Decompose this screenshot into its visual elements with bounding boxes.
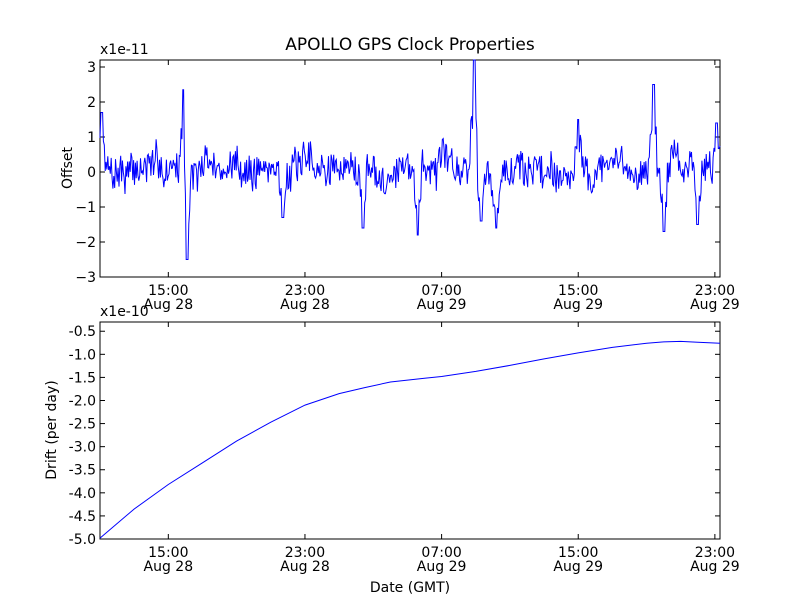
x-tick-label-date: Aug 29 bbox=[690, 297, 740, 313]
x-tick-label-time: 15:00 bbox=[148, 545, 188, 561]
x-tick-label-time: 23:00 bbox=[285, 283, 325, 299]
y-tick-label: −3 bbox=[75, 270, 96, 286]
y-tick-label: 2 bbox=[87, 95, 96, 111]
y-tick-label: -1.0 bbox=[69, 347, 96, 363]
x-tick-label-time: 15:00 bbox=[148, 283, 188, 299]
x-tick-label-time: 23:00 bbox=[285, 545, 325, 561]
y-tick-label: 3 bbox=[87, 60, 96, 76]
offset-y-axis-label: Offset bbox=[60, 146, 76, 189]
y-tick-label: -2.5 bbox=[69, 417, 96, 433]
y-tick-label: 1 bbox=[87, 130, 96, 146]
drift-y-axis-label: Drift (per day) bbox=[44, 380, 60, 479]
x-tick-label-time: 15:00 bbox=[558, 283, 598, 299]
y-tick-label: -4.0 bbox=[69, 486, 96, 502]
y-tick-label: 0 bbox=[87, 165, 96, 181]
y-tick-label: -3.0 bbox=[69, 440, 96, 456]
offset-series-line bbox=[99, 59, 721, 260]
x-tick-label-date: Aug 29 bbox=[553, 297, 603, 313]
y-tick-label: -0.5 bbox=[69, 324, 96, 340]
x-axis-label: Date (GMT) bbox=[370, 580, 450, 596]
x-tick-label-time: 15:00 bbox=[558, 545, 598, 561]
x-tick-label-date: Aug 29 bbox=[417, 297, 467, 313]
x-tick-label-date: Aug 29 bbox=[553, 559, 603, 575]
x-tick-label-date: Aug 29 bbox=[690, 559, 740, 575]
drift-multiplier-label: x1e-10 bbox=[100, 304, 149, 320]
drift-series-line bbox=[99, 340, 721, 539]
y-tick-label: -4.5 bbox=[69, 509, 96, 525]
y-tick-label: -5.0 bbox=[69, 532, 96, 548]
x-tick-label-time: 07:00 bbox=[421, 283, 461, 299]
x-tick-label-date: Aug 28 bbox=[144, 297, 194, 313]
x-tick-label-date: Aug 29 bbox=[417, 559, 467, 575]
drift-plot-frame bbox=[99, 321, 721, 540]
x-tick-label-date: Aug 28 bbox=[144, 559, 194, 575]
y-tick-label: -1.5 bbox=[69, 370, 96, 386]
y-tick-label: -2.0 bbox=[69, 393, 96, 409]
x-tick-label-time: 23:00 bbox=[695, 283, 735, 299]
drift-panel: -5.0 -4.5 -4.0 -3.5 -3.0 -2.5 -2.0 -1.5 -1.0 -0.5… bbox=[44, 304, 740, 596]
x-tick-label-time: 23:00 bbox=[695, 545, 735, 561]
offset-multiplier-label: x1e-11 bbox=[100, 42, 149, 58]
y-tick-label: -3.5 bbox=[69, 463, 96, 479]
x-tick-label-time: 07:00 bbox=[421, 545, 461, 561]
x-tick-label-date: Aug 28 bbox=[280, 559, 330, 575]
y-tick-label: −1 bbox=[75, 200, 96, 216]
x-tick-label-date: Aug 28 bbox=[280, 297, 330, 313]
chart-title: APOLLO GPS Clock Properties bbox=[285, 35, 535, 55]
y-tick-label: −2 bbox=[75, 235, 96, 251]
